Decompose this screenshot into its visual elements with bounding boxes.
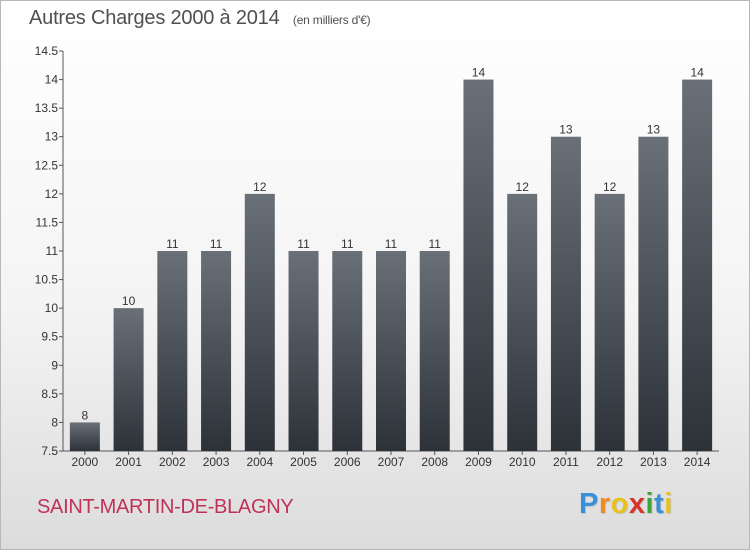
- y-tick-label: 9.5: [41, 330, 58, 344]
- chart-title-text: Autres Charges 2000 à 2014: [29, 7, 280, 29]
- x-tick-label: 2005: [290, 455, 317, 469]
- x-tick-label: 2003: [203, 455, 230, 469]
- bar-2002: [157, 251, 188, 451]
- logo-letter: x: [628, 488, 646, 520]
- bar-2012: [594, 193, 625, 451]
- logo-letter: o: [610, 488, 629, 520]
- logo-letter: i: [645, 488, 655, 520]
- bar-value-label: 10: [122, 294, 136, 308]
- bar-value-label: 11: [385, 237, 398, 251]
- x-tick-label: 2004: [246, 455, 273, 469]
- bar-2005: [288, 251, 319, 451]
- y-tick-label: 8: [51, 415, 58, 429]
- bar-2000: [69, 422, 100, 451]
- bar-value-label: 11: [297, 237, 310, 251]
- x-tick-label: 2012: [596, 455, 623, 469]
- x-tick-label: 2013: [640, 455, 667, 469]
- chart-title: Autres Charges 2000 à 2014 (en milliers …: [29, 7, 371, 30]
- y-tick-label: 14: [45, 73, 59, 87]
- x-tick-label: 2001: [115, 455, 142, 469]
- y-tick-label: 13.5: [35, 101, 59, 115]
- bar-2010: [507, 193, 538, 451]
- y-tick-label: 12: [45, 187, 59, 201]
- logo-letter: r: [598, 488, 611, 520]
- bar-2001: [113, 308, 144, 451]
- bar-value-label: 12: [603, 180, 617, 194]
- logo-letter: P: [579, 488, 599, 520]
- bar-2013: [638, 136, 669, 451]
- x-tick-label: 2010: [509, 455, 536, 469]
- x-tick-label: 2009: [465, 455, 492, 469]
- x-tick-label: 2007: [378, 455, 405, 469]
- logo-letter: t: [654, 488, 665, 520]
- bar-2004: [244, 193, 275, 451]
- y-tick-label: 11: [46, 244, 59, 258]
- x-tick-label: 2006: [334, 455, 361, 469]
- logo-letter: i: [664, 488, 673, 520]
- proxiti-logo: Proxiti: [579, 488, 673, 521]
- bar-value-label: 11: [166, 237, 179, 251]
- bar-2006: [332, 251, 363, 451]
- bar-value-label: 13: [647, 123, 661, 137]
- y-tick-label: 14.5: [35, 44, 59, 58]
- x-axis: 2000 2001 2002 2003 2004 2005 2006 2007 2008 2009…: [63, 450, 719, 469]
- bar-2009: [463, 79, 494, 452]
- bar-2008: [419, 251, 450, 451]
- bars: [69, 79, 713, 452]
- y-tick-label: 9: [51, 358, 58, 372]
- bar-2011: [550, 136, 581, 451]
- chart-subtitle: (en milliers d'€): [292, 13, 371, 27]
- bar-value-label: 12: [253, 180, 267, 194]
- x-tick-label: 2014: [684, 455, 711, 469]
- x-tick-label: 2000: [72, 455, 99, 469]
- bar-value-label: 11: [210, 237, 223, 251]
- bar-value-label: 12: [516, 180, 530, 194]
- x-tick-label: 2002: [159, 455, 186, 469]
- y-tick-label: 10: [45, 301, 59, 315]
- bar-data-labels: 8 10 11 11 12 11 11 11 11 14 12 13 12 13 14: [82, 66, 705, 423]
- y-tick-label: 12.5: [35, 158, 59, 172]
- bar-value-label: 14: [472, 66, 486, 80]
- y-tick-label: 8.5: [41, 387, 58, 401]
- x-tick-label: 2011: [553, 455, 579, 469]
- bar-2007: [376, 251, 406, 451]
- y-tick-label: 13: [45, 130, 59, 144]
- y-tick-label: 11.5: [36, 215, 59, 229]
- y-axis: 7.5 8 8.5 9 9.5 10 10.5 11 11.5 12 12.5 13 13.5 14 14.…: [35, 44, 64, 458]
- bar-value-label: 13: [559, 123, 573, 137]
- bar-value-label: 8: [82, 408, 89, 422]
- y-tick-label: 7.5: [41, 444, 58, 458]
- y-tick-label: 10.5: [35, 273, 59, 287]
- bar-value-label: 11: [341, 237, 354, 251]
- bar-2003: [201, 251, 232, 451]
- bar-value-label: 11: [428, 237, 441, 251]
- bar-value-label: 14: [690, 66, 704, 80]
- place-name: SAINT-MARTIN-DE-BLAGNY: [37, 496, 294, 518]
- x-tick-label: 2008: [421, 455, 448, 469]
- bar-2014: [682, 79, 713, 452]
